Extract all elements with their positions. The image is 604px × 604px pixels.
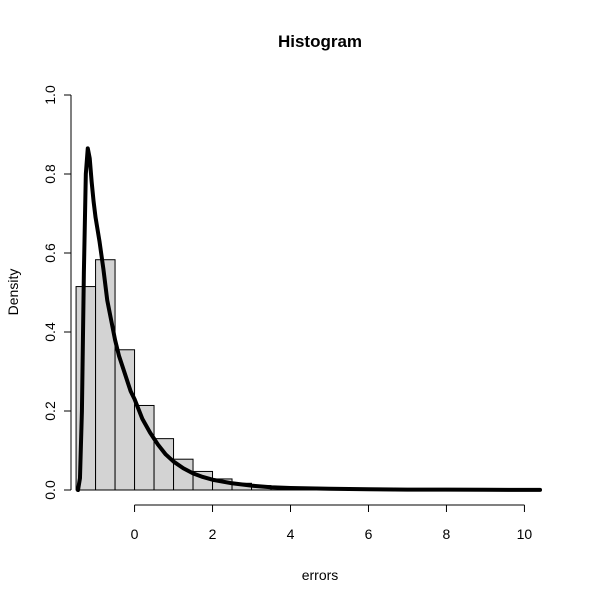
x-tick-label: 8: [443, 526, 451, 542]
y-tick-label: 0.8: [42, 164, 58, 184]
x-tick-label: 6: [365, 526, 373, 542]
y-tick-label: 0.4: [42, 322, 58, 342]
x-tick-label: 0: [131, 526, 139, 542]
y-tick-label: 0.6: [42, 243, 58, 263]
x-tick-label: 10: [517, 526, 533, 542]
y-axis: 0.0 0.2 0.4 0.6 0.8 1.0: [42, 85, 72, 500]
x-axis: 0 2 4 6 8 10: [131, 504, 533, 542]
y-tick-label: 0.2: [42, 401, 58, 421]
y-tick-label: 1.0: [42, 85, 58, 105]
y-tick-label: 0.0: [42, 480, 58, 500]
histogram-bars: [75, 259, 369, 491]
x-tick-label: 2: [209, 526, 217, 542]
y-axis-label: Density: [5, 269, 21, 316]
density-curve-layer: [76, 146, 543, 492]
chart-title: Histogram: [278, 32, 362, 51]
histogram-bar: [134, 404, 155, 491]
density-curve: [76, 146, 543, 492]
x-tick-label: 4: [287, 526, 295, 542]
x-axis-label: errors: [302, 567, 339, 583]
